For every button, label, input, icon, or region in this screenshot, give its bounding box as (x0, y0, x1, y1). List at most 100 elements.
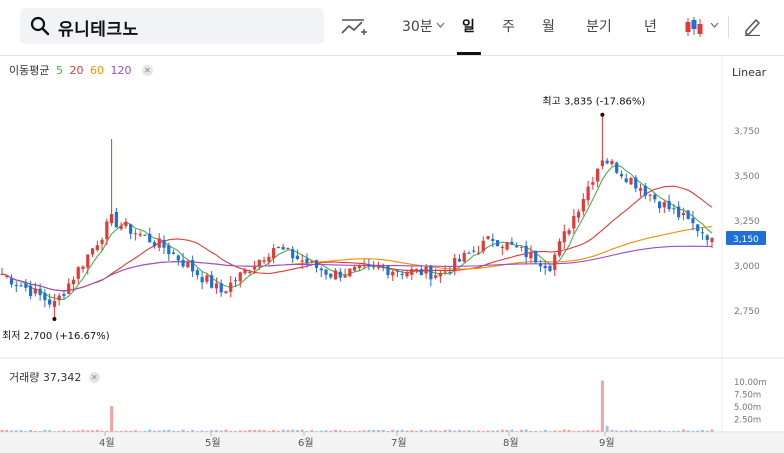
volume-bar (143, 430, 147, 432)
search-input[interactable]: 유니테크노 (58, 20, 139, 40)
candle-body (176, 255, 180, 261)
candle-body (495, 240, 500, 247)
volume-bar (519, 429, 523, 432)
candle-body (257, 259, 261, 267)
volume-bar (710, 429, 714, 432)
candle-body (167, 245, 171, 255)
volume-bar (176, 430, 180, 432)
candle-body (429, 265, 433, 280)
tab-quarter[interactable]: 분기 (586, 19, 612, 35)
candle-body (186, 262, 190, 268)
month-label: 4월 (99, 437, 115, 449)
candle-body (90, 248, 95, 255)
tab-week[interactable]: 주 (502, 19, 515, 35)
volume-bar (705, 430, 709, 432)
volume-bar (243, 430, 247, 432)
candle-body (243, 269, 247, 274)
price-tick-label: 2,750 (734, 307, 760, 317)
volume-bar (524, 429, 528, 432)
volume-bar (677, 430, 681, 432)
volume-bar (129, 430, 133, 432)
pencil-icon[interactable] (743, 16, 761, 36)
candle-body (376, 267, 381, 269)
moving-average-line (1, 185, 713, 292)
volume-bar (586, 430, 590, 432)
volume-bar (238, 430, 242, 432)
candle-body (710, 238, 714, 243)
candle-body (500, 246, 504, 248)
volume-bar (205, 431, 209, 432)
candle-body (95, 245, 99, 251)
candle-body (295, 255, 300, 260)
chevron-down-icon[interactable] (436, 22, 445, 28)
candle-body (534, 250, 538, 263)
volume-bar (43, 429, 47, 432)
candle-style-icon[interactable] (684, 15, 704, 39)
candle-body (28, 285, 33, 297)
volume-bar (100, 430, 104, 432)
search-box[interactable]: 유니테크노 (20, 8, 324, 44)
candle-body (486, 236, 490, 240)
candle-body (491, 238, 495, 241)
candle-body (414, 268, 419, 270)
volume-bar (195, 431, 199, 432)
price-chart[interactable]: 3,750 3,500 3,250 3,000 2,750 10.00m 7.50m 5.00… (0, 56, 784, 453)
candle-body (453, 258, 457, 272)
candle-body (581, 199, 585, 212)
volume-bar (615, 430, 619, 432)
tab-30min[interactable]: 30분 (402, 19, 433, 35)
chevron-down-icon[interactable] (710, 22, 719, 28)
volume-bar (295, 430, 299, 432)
candle-body (314, 260, 319, 268)
volume-bar (562, 429, 566, 432)
candle-body (300, 260, 304, 262)
volume-bar (210, 430, 214, 432)
volume-bar (267, 431, 271, 432)
candle-body (33, 288, 37, 294)
tab-day[interactable]: 일 (462, 19, 475, 35)
candle-body (634, 177, 638, 189)
close-volume-icon[interactable]: ✕ (88, 372, 100, 383)
candle-body (276, 246, 280, 249)
volume-bar (38, 431, 42, 432)
candle-body (143, 234, 147, 236)
draw-trendline-icon[interactable] (340, 16, 368, 38)
candle-body (162, 239, 166, 248)
volume-bar (262, 430, 266, 432)
volume-bar (167, 429, 171, 432)
candle-body (391, 271, 395, 276)
volume-bar (558, 430, 562, 432)
candle-body (657, 201, 662, 209)
volume-tick-label: 5.00m (734, 403, 761, 413)
volume-bar (658, 430, 662, 432)
candle-body (543, 265, 547, 269)
tab-month[interactable]: 월 (542, 19, 555, 35)
candle-body (286, 248, 290, 250)
volume-bar (62, 430, 66, 432)
candle-body (619, 174, 624, 177)
volume-bar (396, 430, 400, 432)
candle-body (43, 292, 47, 301)
volume-bar (191, 429, 195, 432)
close-indicator-icon[interactable]: ✕ (141, 65, 153, 76)
volume-bar (400, 429, 404, 432)
volume-bar (624, 430, 628, 432)
volume-bar (124, 430, 128, 432)
candle-body (381, 266, 385, 268)
volume-bar (343, 430, 347, 432)
candle-body (681, 212, 686, 216)
volume-bar (477, 430, 481, 432)
candle-body (662, 202, 666, 208)
tab-year[interactable]: 년 (644, 19, 657, 35)
ma-60-label: 60 (89, 64, 104, 77)
candle-body (438, 272, 442, 277)
volume-bar (48, 430, 52, 432)
volume-tick-label: 10.00m (734, 378, 767, 388)
candle-body (119, 225, 123, 230)
volume-bar (214, 430, 218, 432)
volume-bar (162, 430, 166, 432)
candle-body (434, 275, 438, 278)
scale-mode-button[interactable]: Linear (732, 66, 767, 79)
volume-bar (248, 429, 252, 432)
volume-bar (367, 430, 371, 432)
